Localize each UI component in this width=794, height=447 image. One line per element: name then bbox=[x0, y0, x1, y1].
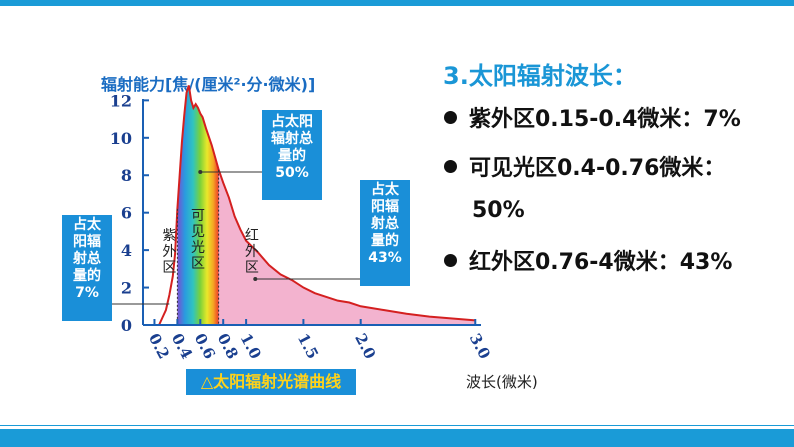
x-tick-label: 3.0 bbox=[466, 330, 494, 362]
bullet-text-uv: 紫外区0.15-0.4微米：7% bbox=[469, 107, 741, 132]
bottom-accent-bar bbox=[0, 429, 794, 447]
y-tick-label: 6 bbox=[121, 204, 132, 223]
uv-annotation-box: 占太阳辐射总量的7% bbox=[62, 215, 112, 321]
bullet-text-visible: 可见光区0.4-0.76微米： bbox=[469, 156, 726, 181]
y-tick-label: 4 bbox=[121, 241, 132, 260]
bullet-item-visible: 可见光区0.4-0.76微米： bbox=[444, 150, 725, 182]
x-tick-label: 0.4 bbox=[168, 330, 196, 362]
y-tick-label: 8 bbox=[121, 166, 132, 185]
x-tick-label: 1.0 bbox=[237, 330, 265, 362]
x-tick-label: 0.2 bbox=[145, 330, 173, 362]
top-accent-bar bbox=[0, 0, 794, 6]
x-tick-label: 0.6 bbox=[191, 330, 219, 362]
band-label-ir: 红外区 bbox=[245, 228, 259, 276]
y-axis-label: 辐射能力[焦/(厘米²·分·微米)] bbox=[101, 75, 316, 94]
bullet-item-ir: 红外区0.76-4微米：43% bbox=[444, 244, 732, 276]
bullet-text-ir: 红外区0.76-4微米：43% bbox=[469, 250, 733, 275]
x-tick-label: 0.8 bbox=[214, 330, 242, 362]
ir-leader-dot bbox=[253, 277, 258, 281]
ir-region-fill bbox=[218, 169, 476, 325]
bullet-dot-icon bbox=[444, 253, 457, 267]
uv-annotation-text: 占太阳辐射总量的7% bbox=[73, 217, 101, 301]
ir-annotation-box: 占太阳辐射总量的43% bbox=[360, 180, 410, 286]
bullet-item-uv: 紫外区0.15-0.4微米：7% bbox=[444, 101, 741, 133]
y-tick-label: 10 bbox=[110, 129, 132, 148]
y-tick-label: 12 bbox=[110, 91, 132, 110]
ir-annotation-text: 占太阳辐射总量的43% bbox=[368, 182, 402, 266]
visible-annotation-box: 占太阳辐射总量的50% bbox=[262, 110, 322, 200]
x-tick-label: 1.5 bbox=[294, 330, 322, 362]
bullet-dot-icon bbox=[444, 110, 457, 124]
bullet-visible-continuation: 50% bbox=[472, 198, 525, 223]
section-title: 3.太阳辐射波长： bbox=[443, 62, 637, 90]
band-label-uv: 紫外区 bbox=[162, 228, 176, 276]
visible-region-fill bbox=[177, 85, 219, 325]
visible-leader-dot bbox=[198, 170, 203, 174]
y-tick-label: 2 bbox=[121, 279, 132, 298]
x-axis-unit-label: 波长(微米) bbox=[466, 373, 538, 391]
bottom-divider bbox=[0, 425, 794, 426]
chart-caption: △太阳辐射光谱曲线 bbox=[186, 369, 356, 395]
bullet-dot-icon bbox=[444, 159, 457, 173]
uv-region-fill bbox=[159, 208, 178, 325]
band-label-visible: 可见光区 bbox=[191, 208, 205, 272]
visible-annotation-text: 占太阳辐射总量的50% bbox=[271, 114, 313, 181]
y-tick-label: 0 bbox=[121, 316, 132, 335]
x-tick-label: 2.0 bbox=[351, 330, 379, 362]
